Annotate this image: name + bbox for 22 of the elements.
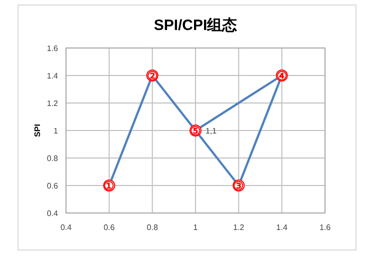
y-tick-label: 1.2 (46, 99, 59, 108)
x-tick-label: 0.8 (146, 223, 158, 232)
y-tick-label: 0.4 (46, 209, 59, 218)
chart-title: SPI/CPI组态 (154, 17, 238, 34)
y-tick-label: 0.6 (46, 182, 59, 190)
y-tick-label: 1.6 (46, 44, 59, 53)
x-tick-label: 1.6 (319, 223, 332, 232)
y-axis-title: SPI (33, 124, 42, 137)
x-tick-label: 0.6 (104, 223, 116, 232)
annotation: ③ (233, 179, 244, 193)
annotation: ① (104, 179, 115, 193)
y-tick-label: 1 (54, 126, 59, 136)
x-tick-label: 1 (193, 223, 198, 232)
x-tick-label: 1.4 (276, 223, 288, 232)
y-tick-label: 0.8 (46, 154, 59, 163)
y-tick-label: 1.4 (46, 72, 59, 80)
annotation: ⑤ (190, 124, 201, 138)
x-tick-label: 0.4 (60, 223, 72, 232)
annotation: 1,1 (206, 126, 218, 136)
annotation: ② (146, 69, 158, 83)
x-tick-label: 1.2 (233, 223, 245, 232)
annotation: ④ (276, 69, 288, 83)
